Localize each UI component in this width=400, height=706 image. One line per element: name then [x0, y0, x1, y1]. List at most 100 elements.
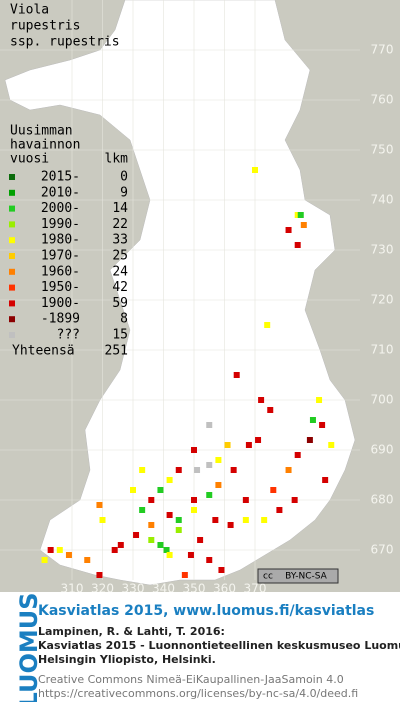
legend-heading: havainnon	[10, 138, 80, 153]
observation-square	[224, 442, 231, 448]
observation-square	[166, 477, 173, 483]
legend-label: 2010-	[41, 185, 80, 200]
grid: 310 320 330 340 350 360 3706706806907007107207…	[0, 0, 393, 596]
citation: Lampinen, R. & Lahti, T. 2016:	[38, 625, 225, 638]
observations	[41, 167, 335, 578]
observation-square	[163, 547, 170, 553]
license-text: Creative Commons Nimeä-EiKaupallinen-Jaa…	[38, 673, 344, 686]
y-tick-label: 670	[371, 543, 394, 557]
legend-count: 9	[120, 185, 128, 200]
logo: LUOMUS	[15, 593, 43, 702]
observation-square	[47, 547, 54, 553]
y-tick-label: 690	[371, 443, 394, 457]
y-tick-label: 680	[371, 493, 394, 507]
legend-swatch	[9, 316, 15, 323]
observation-square	[233, 372, 240, 378]
observation-square	[215, 482, 222, 488]
observation-square	[285, 467, 292, 473]
legend-swatch	[9, 205, 15, 212]
observation-square	[267, 407, 274, 413]
legend-swatch	[9, 253, 15, 259]
legend-label: 2015-	[41, 170, 80, 185]
observation-square	[148, 537, 155, 543]
y-tick-label: 750	[371, 143, 394, 157]
finland-outline	[4, 0, 356, 586]
observation-square	[261, 517, 268, 523]
observation-square	[270, 487, 277, 493]
observation-square	[194, 467, 201, 473]
observation-square	[285, 227, 292, 233]
y-tick-label: 770	[371, 43, 394, 57]
legend-count: 14	[112, 201, 128, 216]
legend-swatch	[9, 300, 15, 307]
observation-square	[294, 212, 301, 218]
legend-label: -1899	[41, 312, 80, 327]
observation-square	[319, 422, 326, 428]
legend-swatch	[9, 174, 15, 180]
observation-square	[230, 467, 237, 473]
observation-square	[148, 522, 155, 528]
observation-square	[191, 447, 197, 453]
legend-label: 1900-	[41, 296, 80, 311]
legend-label: 1950-	[41, 280, 80, 295]
legend-count: 25	[112, 249, 128, 264]
y-tick-label: 700	[371, 393, 394, 407]
observation-square	[206, 557, 213, 563]
observation-square	[242, 497, 249, 503]
observation-square	[99, 517, 106, 523]
title: ssp. rupestris	[10, 35, 120, 50]
legend-swatch	[9, 332, 15, 338]
legend-count: 24	[112, 264, 128, 279]
observation-square	[258, 397, 265, 403]
observation-square	[96, 502, 103, 508]
legend-swatch	[9, 237, 15, 244]
y-tick-label: 730	[371, 243, 394, 257]
observation-square	[300, 222, 307, 228]
observation-square	[328, 442, 335, 448]
y-tick-label: 740	[371, 193, 394, 207]
citation: Helsingin Yliopisto, Helsinki.	[38, 653, 216, 666]
observation-square	[166, 512, 173, 518]
legend-count: 59	[112, 296, 128, 311]
total-label: Yhteensä	[12, 343, 75, 358]
citation: Kasviatlas 2015 - Luonnontieteellinen ke…	[38, 639, 400, 652]
observation-square	[218, 567, 225, 573]
observation-square	[294, 452, 301, 458]
observation-square	[56, 547, 63, 553]
observation-square	[291, 497, 298, 503]
legend-label: 1970-	[41, 249, 80, 264]
legend-label: 1990-	[41, 217, 80, 232]
observation-square	[139, 507, 146, 513]
observation-square	[191, 497, 197, 503]
legend-heading: vuosi	[10, 152, 49, 167]
observation-square	[111, 547, 118, 553]
legend-swatch	[9, 189, 15, 196]
legend-swatch	[9, 268, 15, 275]
legend-count: 15	[112, 328, 128, 343]
badge-cc: cc	[263, 572, 273, 582]
legend-label: 2000-	[41, 201, 80, 216]
observation-square	[306, 437, 313, 443]
footer-background	[0, 592, 400, 702]
headline: Kasviatlas 2015, www.luomus.fi/kasviatla…	[38, 603, 374, 619]
observation-square	[181, 572, 188, 578]
legend-count: 42	[112, 280, 128, 295]
observation-square	[276, 507, 283, 513]
y-tick-label: 720	[371, 293, 394, 307]
license-badge: cc BY-NC-SA	[257, 568, 339, 584]
observation-square	[206, 422, 213, 428]
legend-count: 8	[120, 312, 128, 327]
observation-square	[245, 442, 252, 448]
legend-count: 0	[120, 170, 128, 185]
observation-square	[117, 542, 124, 548]
observation-square	[322, 477, 329, 483]
title: rupestris	[10, 19, 80, 34]
observation-square	[255, 437, 262, 443]
badge-box	[257, 568, 339, 584]
legend-label: ???	[57, 328, 80, 343]
observation-square	[206, 462, 213, 468]
legend-swatch	[9, 221, 15, 228]
observation-square	[175, 467, 182, 473]
legend-label: 1980-	[41, 233, 80, 248]
